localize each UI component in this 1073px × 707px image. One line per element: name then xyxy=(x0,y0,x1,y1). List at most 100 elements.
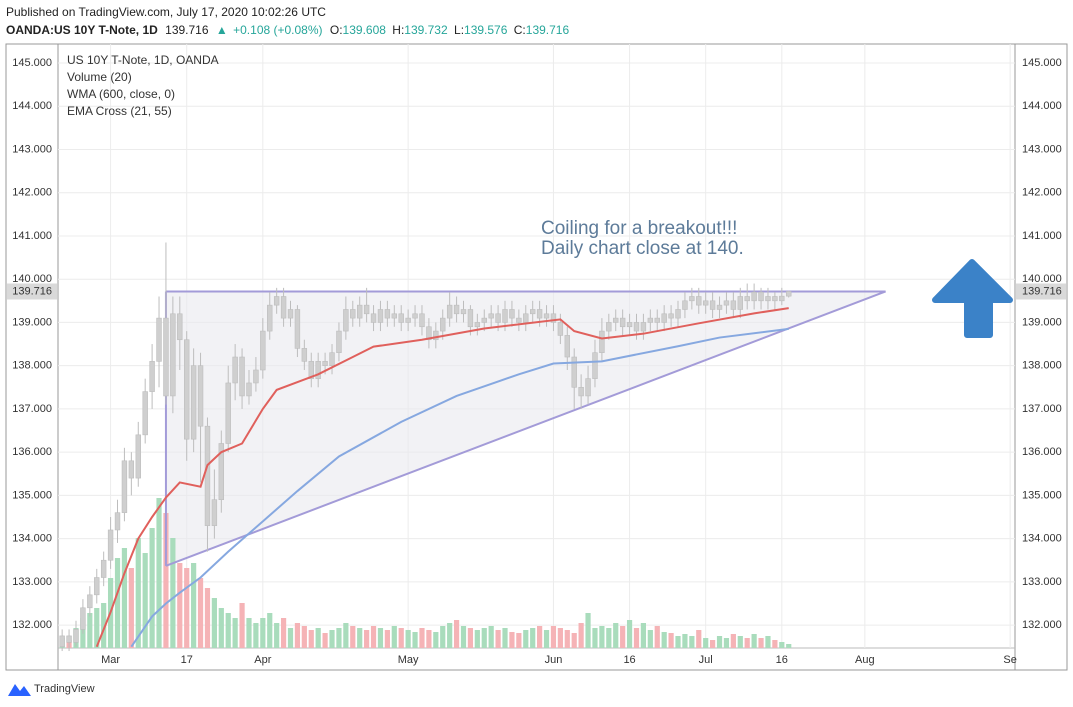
candle-body xyxy=(440,317,446,332)
candle-body xyxy=(592,352,598,379)
candle-body xyxy=(370,313,377,323)
candle-body xyxy=(661,313,667,323)
candle-body xyxy=(536,309,543,319)
frame xyxy=(5,43,1068,671)
x-tick-label: Aug xyxy=(855,654,875,666)
volume-bar xyxy=(101,603,107,648)
volume-bar xyxy=(315,628,321,648)
volume-bar xyxy=(543,630,550,648)
candle-body xyxy=(426,326,432,341)
volume-bar xyxy=(744,638,750,648)
candle-body xyxy=(786,291,792,297)
y-tick-label: 141.000 xyxy=(1022,230,1062,242)
legend-item: US 10Y T-Note, 1D, OANDA xyxy=(67,53,219,67)
y-tick-label: 142.000 xyxy=(1022,187,1062,199)
candle-body xyxy=(405,317,411,323)
candle-body xyxy=(398,313,404,323)
candle-body xyxy=(87,594,93,609)
y-tick-label: 132.000 xyxy=(12,619,52,631)
candle-body xyxy=(384,309,391,319)
candle-body xyxy=(633,322,640,332)
x-tick-label: May xyxy=(398,654,419,666)
volume-bar xyxy=(523,630,529,648)
volume-bar xyxy=(675,636,681,648)
candle-body xyxy=(184,339,190,440)
x-tick-label: Jun xyxy=(545,654,563,666)
candle-body xyxy=(94,577,100,596)
candle-body xyxy=(606,322,612,332)
candle-body xyxy=(322,361,328,366)
candle-body xyxy=(599,330,605,354)
candle-body xyxy=(716,304,723,310)
volume-bar xyxy=(329,630,335,648)
volume-bar xyxy=(557,628,563,648)
y-tick-label: 145.000 xyxy=(12,57,52,69)
candle-body xyxy=(647,317,654,323)
candle-body xyxy=(751,291,757,302)
y-tick-label: 142.000 xyxy=(12,187,52,199)
volume-bar xyxy=(467,628,474,648)
high-value: 139.732 xyxy=(404,23,448,37)
volume-bar xyxy=(495,630,501,648)
candle-body xyxy=(377,309,384,323)
y-tick-label: 133.000 xyxy=(1022,576,1062,588)
candle-body xyxy=(100,559,107,578)
up-arrow xyxy=(932,259,1013,338)
volume-bar xyxy=(260,618,266,648)
candle-body xyxy=(557,322,564,336)
change: +0.108 (+0.08%) xyxy=(233,23,322,37)
annotation: Daily chart close at 140. xyxy=(541,238,744,259)
volume-bar xyxy=(481,628,487,648)
volume-bar xyxy=(751,634,757,648)
volume-bar xyxy=(564,630,570,648)
volume-bar xyxy=(710,640,716,648)
candle-body xyxy=(73,629,79,643)
plot xyxy=(58,44,1015,652)
candle-body xyxy=(170,313,176,397)
annotation: Coiling for a breakout!!! xyxy=(541,218,737,239)
volume-bar xyxy=(294,623,301,648)
volume-bar xyxy=(280,618,287,648)
volume-bar xyxy=(599,626,605,648)
volume-bar xyxy=(384,630,390,648)
candle-body xyxy=(391,313,397,319)
y-tick-label: 145.000 xyxy=(1022,57,1062,69)
ema-line xyxy=(95,307,789,648)
y-tick-label: 135.000 xyxy=(12,489,52,501)
volume-bar xyxy=(377,628,384,648)
candle-body xyxy=(523,313,529,323)
candle-body xyxy=(737,296,743,310)
tradingview-logo: TradingView xyxy=(8,683,95,696)
candle-body xyxy=(280,296,287,319)
candle-body xyxy=(613,317,619,323)
volume-bar xyxy=(474,630,480,648)
y-tick-label: 136.000 xyxy=(1022,446,1062,458)
logo-icon xyxy=(8,684,31,696)
volume-bar xyxy=(419,628,425,648)
volume-bar xyxy=(502,628,508,648)
x-tick-label: Apr xyxy=(254,654,271,666)
ema-line xyxy=(130,327,789,648)
volume-bar xyxy=(723,638,730,648)
volume-bar xyxy=(661,632,667,648)
volume-bar xyxy=(460,626,467,648)
volume-bar xyxy=(391,626,397,648)
open-value: 139.608 xyxy=(343,23,387,37)
volume-bar xyxy=(488,626,494,648)
volume-bar xyxy=(135,538,141,648)
y-tick-label: 140.000 xyxy=(12,273,52,285)
volume-bar xyxy=(184,568,190,648)
x-tick-label: Se xyxy=(1003,654,1016,666)
candle-body xyxy=(453,304,460,315)
volume-bar xyxy=(218,608,224,648)
candle-body xyxy=(107,529,114,561)
candle-body xyxy=(654,317,660,323)
volume-bar xyxy=(267,613,273,648)
volume-bar xyxy=(398,628,404,648)
volume-bar xyxy=(765,636,771,648)
open-label: O: xyxy=(330,23,343,37)
candle-body xyxy=(495,313,501,323)
candle-body xyxy=(585,378,591,397)
candle-body xyxy=(709,300,716,310)
candle-body xyxy=(758,291,764,302)
